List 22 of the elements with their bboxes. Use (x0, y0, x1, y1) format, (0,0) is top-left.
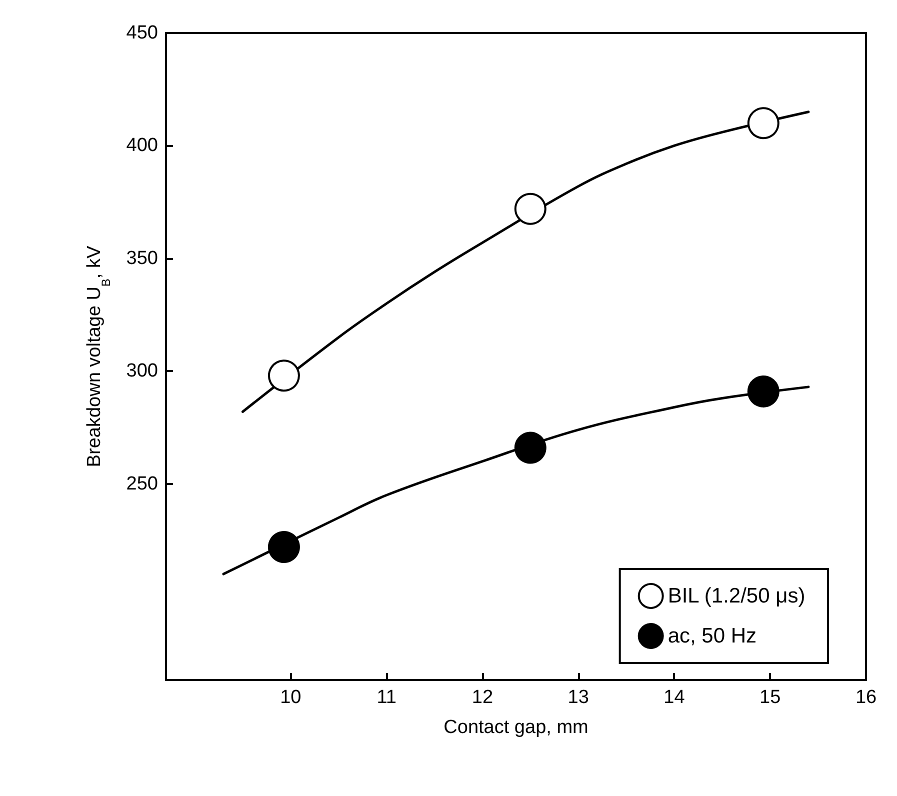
x-tick-label: 10 (280, 687, 302, 708)
y-axis-title: Breakdown voltage UB, kV (84, 246, 113, 468)
point (747, 375, 780, 408)
legend-label: ac, 50 Hz (668, 624, 757, 648)
x-tick-label: 14 (664, 687, 686, 708)
point (268, 360, 300, 392)
x-tick-label: 11 (376, 687, 396, 708)
point (268, 531, 300, 563)
point (747, 107, 780, 140)
y-tick-label: 250 (126, 473, 158, 494)
y-tick-label: 350 (126, 248, 158, 269)
x-axis-title: Contact gap, mm (444, 717, 588, 738)
point (514, 192, 546, 225)
x-tick-label: 13 (568, 687, 589, 708)
y-tick-label: 300 (126, 360, 158, 382)
x-tick-label: 15 (760, 687, 781, 708)
y-tick-label: 400 (126, 135, 158, 156)
legend-label: BIL (1.2/50 μs) (668, 584, 806, 608)
y-tick-label: 450 (126, 22, 158, 44)
x-tick-label: 16 (855, 687, 877, 708)
x-tick-label: 12 (472, 687, 494, 708)
point (514, 432, 546, 464)
